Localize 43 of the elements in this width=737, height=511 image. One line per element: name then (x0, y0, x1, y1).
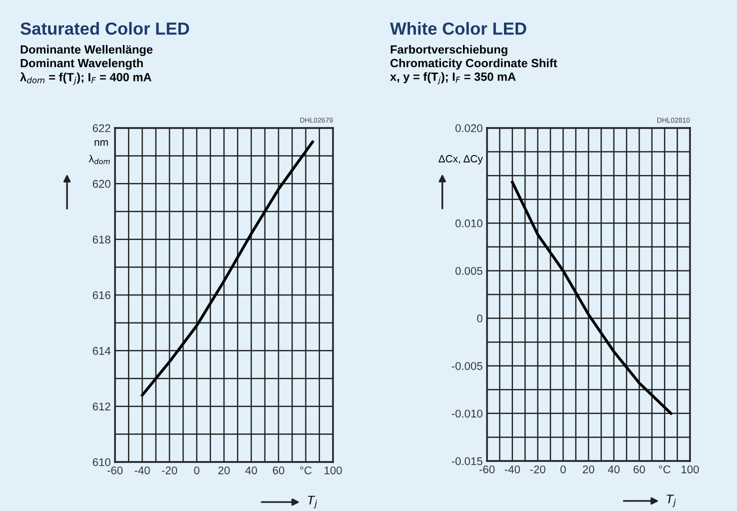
y-tick-label: 620 (92, 180, 110, 188)
y-tick-label: 616 (92, 291, 110, 300)
y-tick-label: 0.005 (455, 266, 482, 275)
x-tick-label: -20 (530, 465, 546, 474)
y-tick-label: -0.015 (452, 457, 482, 466)
chart-subtitle: Farbortverschiebung Chromaticity Coordinate Shift x, y = f(T$_{j}$); I$_{F}$ = 350 mA (390, 45, 558, 84)
line-series (140, 140, 314, 397)
y-tick-label: 0.010 (455, 219, 482, 228)
x-tick-label: 0 (194, 466, 200, 474)
y-axis-title: λ$_{dom}$ (88, 154, 110, 164)
y-tick-label: 614 (92, 346, 111, 355)
x-tick-label: 0 (560, 465, 566, 474)
x-tick-label: 60 (634, 465, 645, 474)
x-tick-label: -60 (479, 465, 495, 474)
x-tick-label: 100 (682, 465, 699, 474)
y-tick-label: 612 (92, 402, 110, 410)
x-tick-label: °C (300, 466, 312, 474)
x-tick-label: -40 (504, 465, 520, 474)
text: Dominante Wellenlänge Dominant Wavelength λ$_{dom}$ = f(T$_{j}$); I$_{F}$ = 400 mA (20, 45, 153, 85)
x-tick-label: -40 (134, 466, 150, 474)
y-axis-title: ΔCx, ΔCy (438, 155, 483, 164)
y-tick-label: -0.010 (452, 410, 482, 418)
x-axis-title: T$_{j}$ (666, 494, 676, 508)
line-series (510, 180, 672, 415)
y-tick-label: 622 (92, 124, 110, 132)
x-tick-label: 60 (272, 466, 284, 474)
y-tick-label: 0.020 (455, 124, 482, 132)
x-tick-label: 40 (245, 466, 257, 474)
x-tick-label: 20 (218, 466, 230, 474)
chart-title: Saturated Color LED (20, 22, 190, 35)
x-tick-label: 100 (324, 466, 342, 474)
y-tick-label: 610 (92, 458, 110, 466)
x-tick-label: °C (659, 465, 670, 474)
y-tick-label: 0 (477, 314, 482, 322)
y-tick-label: -0.005 (452, 362, 482, 370)
x-tick-label: -60 (107, 466, 123, 474)
x-axis-title: T$_{j}$ (308, 496, 318, 508)
text: nm (94, 140, 108, 146)
chart-title: White Color LED (390, 22, 526, 35)
x-tick-label: 40 (608, 465, 620, 474)
y-tick-label: 618 (92, 236, 110, 244)
x-tick-label: -20 (162, 466, 178, 474)
x-tick-label: 20 (582, 465, 594, 474)
